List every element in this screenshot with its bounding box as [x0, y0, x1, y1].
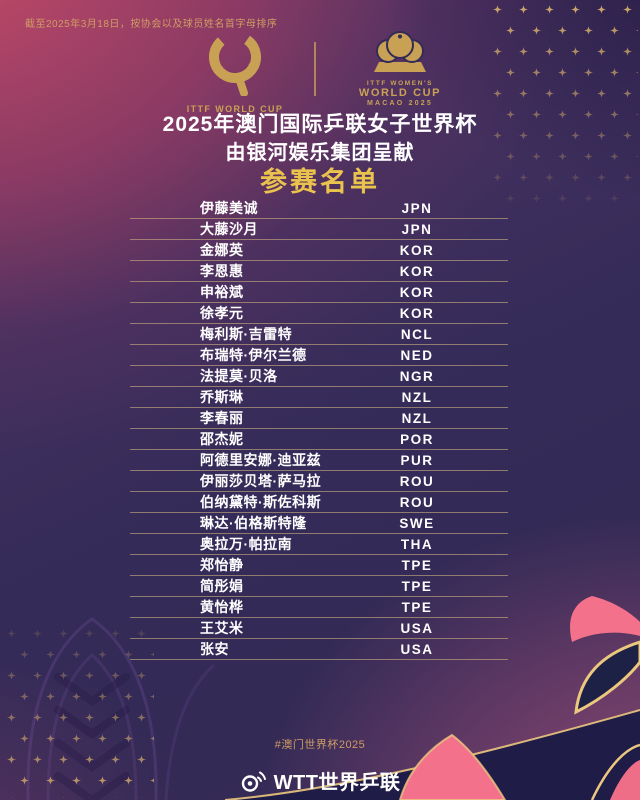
womens-logo-line3: MACAO 2025: [367, 100, 433, 107]
three-balls-icon: [374, 31, 426, 72]
table-row: 黄怡桦 TPE: [130, 597, 508, 618]
player-noc: KOR: [399, 305, 435, 321]
weibo-icon: [241, 771, 266, 792]
player-name: 徐孝元: [200, 305, 244, 321]
table-row: 伊丽莎贝塔·萨马拉 ROU: [130, 471, 508, 492]
header-logos: ITTF WORLD CUP ITTF WOMEN'S WORLD CUP MA…: [0, 30, 640, 114]
table-row: 王艾米 USA: [130, 618, 508, 639]
table-row: 法提莫·贝洛 NGR: [130, 366, 508, 387]
player-noc: JPN: [401, 221, 433, 237]
player-noc: KOR: [399, 284, 435, 300]
player-noc: NED: [400, 347, 434, 363]
player-name: 伊藤美诚: [200, 200, 258, 216]
table-row: 琳达·伯格斯特隆 SWE: [130, 513, 508, 534]
account-name: WTT世界乒联: [273, 772, 401, 794]
player-noc: TPE: [401, 578, 433, 594]
player-name: 布瑞特·伊尔兰德: [200, 347, 307, 363]
table-row: 申裕斌 KOR: [130, 282, 508, 303]
player-name: 梅利斯·吉雷特: [200, 326, 293, 342]
table-row: 简彤娟 TPE: [130, 576, 508, 597]
player-noc: KOR: [399, 242, 435, 258]
player-name: 张安: [200, 641, 229, 657]
player-noc: ROU: [399, 494, 435, 510]
table-row: 大藤沙月 JPN: [130, 219, 508, 240]
player-noc: NGR: [399, 368, 435, 384]
player-name: 金娜英: [200, 242, 244, 258]
table-row: 徐孝元 KOR: [130, 303, 508, 324]
table-row: 郑怡静 TPE: [130, 555, 508, 576]
player-name: 大藤沙月: [200, 221, 258, 237]
ittf-world-cup-logo: ITTF WORLD CUP: [180, 30, 290, 114]
table-row: 乔斯琳 NZL: [130, 387, 508, 408]
event-title: 2025年澳门国际乒联女子世界杯: [162, 113, 478, 136]
account-row: WTT世界乒联: [0, 766, 640, 795]
table-row: 李春丽 NZL: [130, 408, 508, 429]
player-noc: KOR: [399, 263, 435, 279]
logo-divider: [314, 42, 316, 96]
player-name: 伯纳黛特·斯佐科斯: [200, 494, 322, 510]
player-noc: POR: [400, 431, 434, 447]
player-noc: PUR: [400, 452, 434, 468]
hashtag: #澳门世界杯2025: [274, 739, 366, 751]
table-row: 张安 USA: [130, 639, 508, 660]
ittf-crescent-icon: [209, 30, 261, 97]
player-noc: ROU: [399, 473, 435, 489]
table-row: 梅利斯·吉雷特 NCL: [130, 324, 508, 345]
womens-logo-line1: ITTF WOMEN'S: [366, 80, 434, 87]
table-row: 阿德里安娜·迪亚兹 PUR: [130, 450, 508, 471]
player-noc: JPN: [401, 200, 433, 216]
player-name: 李春丽: [200, 410, 244, 426]
player-name: 申裕斌: [200, 284, 244, 300]
player-name: 法提莫·贝洛: [200, 368, 278, 384]
player-name: 郑怡静: [200, 557, 244, 573]
players-table: 伊藤美诚 JPN 大藤沙月 JPN 金娜英 KOR 李恩惠 KOR 申裕斌 KO…: [130, 198, 508, 660]
table-row: 邵杰妮 POR: [130, 429, 508, 450]
player-name: 阿德里安娜·迪亚兹: [200, 452, 322, 468]
table-row: 金娜英 KOR: [130, 240, 508, 261]
player-noc: USA: [400, 620, 434, 636]
table-row: 奥拉万·帕拉南 THA: [130, 534, 508, 555]
womens-world-cup-logo: ITTF WOMEN'S WORLD CUP MACAO 2025: [340, 30, 460, 107]
player-name: 李恩惠: [200, 263, 244, 279]
player-noc: SWE: [399, 515, 435, 531]
player-name: 简彤娟: [200, 578, 244, 594]
disclaimer-text: 截至2025年3月18日，按协会以及球员姓名首字母排序: [25, 19, 278, 30]
player-name: 黄怡桦: [200, 599, 244, 615]
ittf-world-cup-wordmark: ITTF WORLD CUP: [186, 104, 284, 114]
player-noc: USA: [400, 641, 434, 657]
player-noc: NZL: [401, 410, 433, 426]
womens-logo-line2: WORLD CUP: [358, 87, 442, 99]
player-noc: TPE: [401, 599, 433, 615]
player-name: 邵杰妮: [200, 431, 244, 447]
player-name: 乔斯琳: [200, 389, 244, 405]
table-row: 伯纳黛特·斯佐科斯 ROU: [130, 492, 508, 513]
player-name: 伊丽莎贝塔·萨马拉: [200, 473, 322, 489]
player-noc: NZL: [401, 389, 433, 405]
player-name: 琳达·伯格斯特隆: [200, 515, 307, 531]
table-row: 伊藤美诚 JPN: [130, 198, 508, 219]
table-row: 李恩惠 KOR: [130, 261, 508, 282]
list-heading: 参赛名单: [260, 167, 380, 197]
player-name: 奥拉万·帕拉南: [200, 536, 293, 552]
player-noc: THA: [400, 536, 434, 552]
player-name: 王艾米: [200, 620, 244, 636]
player-noc: TPE: [401, 557, 433, 573]
presenter-line: 由银河娱乐集团呈献: [225, 142, 415, 164]
player-noc: NCL: [400, 326, 434, 342]
table-row: 布瑞特·伊尔兰德 NED: [130, 345, 508, 366]
